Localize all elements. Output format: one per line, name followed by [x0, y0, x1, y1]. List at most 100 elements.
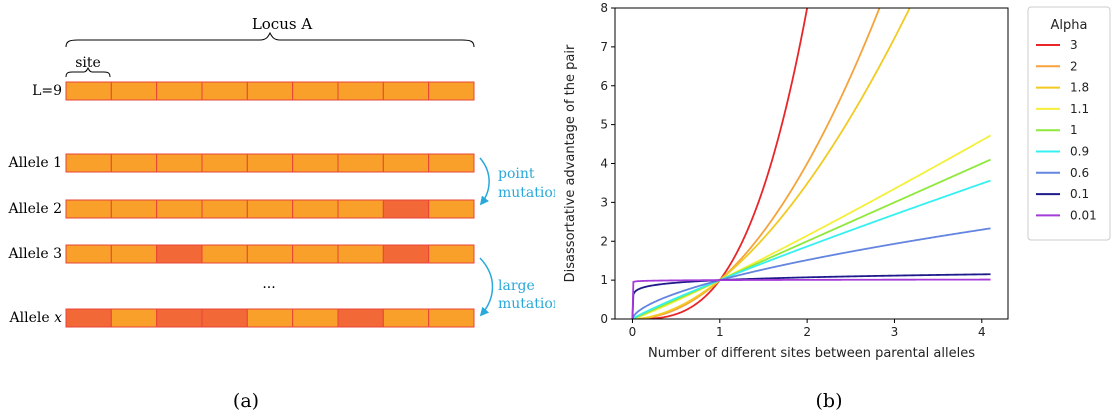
x-tick-label: 3: [891, 325, 899, 339]
row-label: Allele x: [9, 310, 63, 326]
site-cell: [111, 154, 156, 172]
x-tick-label: 0: [629, 325, 637, 339]
site-cell-mutated: [202, 309, 247, 327]
plot-curves: [632, 0, 990, 319]
row-label-text: Allele: [9, 310, 55, 326]
row-label-text: Allele 1: [8, 155, 62, 171]
x-axis-label: Number of different sites between parent…: [648, 346, 975, 361]
chart-legend: Alpha 321.81.110.90.60.10.01: [1028, 7, 1110, 240]
x-tick-label: 1: [716, 325, 724, 339]
y-tick-label: 8: [600, 1, 608, 15]
y-axis-label: Disassortative advantage of the pair: [563, 44, 578, 282]
series-line-alpha-0_01: [632, 280, 990, 319]
site-cell: [383, 309, 428, 327]
site-cell: [157, 200, 202, 218]
y-tick-label: 0: [600, 312, 608, 326]
series-line-alpha-0_6: [632, 228, 990, 319]
site-label: site: [75, 55, 101, 71]
allele-row: Allele 3: [8, 245, 474, 263]
site-cell: [293, 200, 338, 218]
site-cell: [157, 154, 202, 172]
site-cell: [202, 245, 247, 263]
site-cell: [383, 82, 428, 100]
allele-row: Allele x: [9, 309, 474, 327]
allele-rows: L=9 Allele 1 Allele 2 Allele 3 Allele x: [8, 82, 474, 327]
site-cell: [247, 200, 292, 218]
site-cell: [247, 245, 292, 263]
y-tick-label: 3: [600, 195, 608, 209]
series-line-alpha-0_9: [632, 181, 990, 319]
site-cell-mutated: [66, 309, 111, 327]
x-tick-label: 4: [978, 325, 986, 339]
site-cell: [338, 245, 383, 263]
site-cell: [202, 200, 247, 218]
series-line-alpha-3: [632, 0, 990, 319]
row-label-text: Allele 2: [8, 201, 62, 217]
row-label-text: L=9: [32, 83, 62, 99]
site-cell: [247, 309, 292, 327]
site-cell: [429, 200, 474, 218]
y-tick-label: 4: [600, 157, 608, 171]
legend-label: 0.01: [1070, 208, 1097, 222]
y-tick-label: 1: [600, 273, 608, 287]
site-cell: [202, 82, 247, 100]
row-label: Allele 1: [8, 155, 62, 171]
legend-label: 0.6: [1070, 166, 1089, 180]
site-cell: [247, 82, 292, 100]
site-cell: [111, 245, 156, 263]
site-cell: [111, 200, 156, 218]
legend-label: 0.9: [1070, 145, 1089, 159]
locus-brace: [66, 33, 474, 47]
series-line-alpha-1_8: [632, 0, 990, 319]
site-cell: [293, 154, 338, 172]
site-cell: [338, 82, 383, 100]
site-cell: [157, 82, 202, 100]
y-tick-label: 2: [600, 234, 608, 248]
y-tick-label: 6: [600, 79, 608, 93]
site-cell: [338, 200, 383, 218]
site-cell: [111, 82, 156, 100]
legend-label: 2: [1070, 59, 1078, 73]
site-cell: [293, 309, 338, 327]
panel-a-diagram: Locus A site L=9 Allele 1 Allele 2 Allele 3…: [8, 15, 567, 412]
point-mutation-label-2: mutation: [498, 185, 562, 201]
row-label: Allele 2: [8, 201, 62, 217]
site-cell: [293, 82, 338, 100]
allele-row: Allele 1: [8, 154, 474, 172]
point-mutation-label-1: point: [498, 166, 535, 182]
panel-b-chart: 0 1 2 3 4 0 1 2 3 4 5 6 7 8 Number of different site…: [563, 0, 1110, 412]
x-tick-label: 2: [803, 325, 811, 339]
allele-row: Allele 2: [8, 200, 474, 218]
site-cell: [429, 154, 474, 172]
legend-box: [1028, 7, 1110, 240]
site-cell: [202, 154, 247, 172]
site-cell-mutated: [383, 200, 428, 218]
series-line-alpha-2: [632, 0, 990, 319]
site-cell: [247, 154, 292, 172]
allele-row: L=9: [32, 82, 474, 100]
site-cell: [66, 245, 111, 263]
legend-label: 1.8: [1070, 81, 1089, 95]
row-label-text: Allele 3: [8, 246, 62, 262]
series-line-alpha-1: [632, 160, 990, 319]
locus-label: Locus A: [252, 15, 313, 33]
ellipsis: ...: [262, 276, 275, 292]
panel-b-caption: (b): [816, 390, 843, 412]
y-tick-label: 7: [600, 40, 608, 54]
row-label: L=9: [32, 83, 62, 99]
site-cell: [383, 154, 428, 172]
legend-label: 1: [1070, 123, 1078, 137]
site-cell-mutated: [157, 309, 202, 327]
site-cell: [66, 200, 111, 218]
panel-a-caption: (a): [233, 390, 259, 412]
site-cell: [338, 154, 383, 172]
row-label: Allele 3: [8, 246, 62, 262]
plot-frame: [615, 8, 1008, 319]
site-cell: [66, 154, 111, 172]
x-axis-ticks: 0 1 2 3 4: [629, 319, 986, 339]
legend-label: 3: [1070, 38, 1078, 52]
large-mutation-label-1: large: [498, 278, 535, 294]
site-cell: [293, 245, 338, 263]
site-cell: [429, 245, 474, 263]
